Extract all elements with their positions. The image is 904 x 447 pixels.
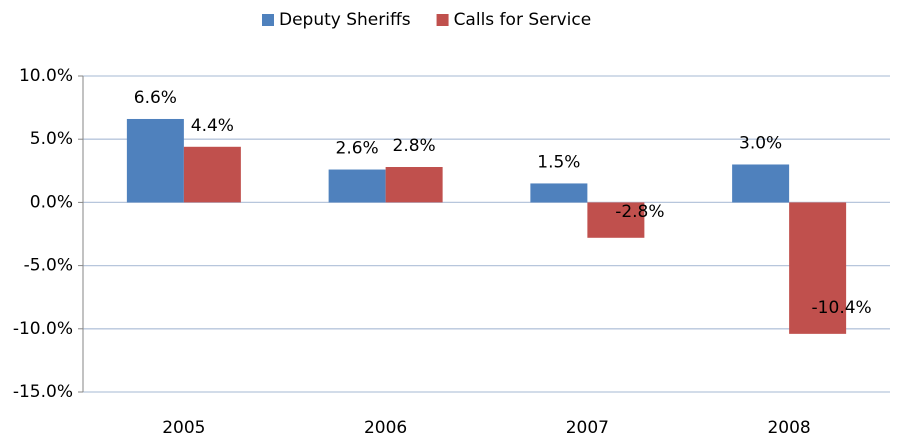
legend-label: Calls for Service: [454, 10, 592, 30]
bar: [126, 118, 184, 203]
legend-swatch: [262, 14, 274, 26]
x-tick-label: 2006: [364, 418, 407, 438]
legend-label: Deputy Sheriffs: [279, 10, 411, 30]
x-tick-label: 2007: [566, 418, 609, 438]
bar: [587, 202, 645, 238]
bar: [530, 183, 588, 203]
bar: [328, 169, 386, 203]
value-label: -10.4%: [812, 298, 872, 318]
value-label: 3.0%: [739, 133, 782, 153]
x-tick-label: 2008: [767, 418, 810, 438]
y-tick-label: 0.0%: [30, 192, 73, 212]
bar: [183, 146, 241, 203]
value-label: 4.4%: [191, 116, 234, 136]
value-label: 1.5%: [537, 152, 580, 172]
value-label: 6.6%: [134, 88, 177, 108]
y-tick-label: 10.0%: [19, 66, 73, 86]
y-tick-label: -10.0%: [13, 319, 73, 339]
value-label: -2.8%: [615, 202, 664, 222]
bar: [732, 164, 790, 203]
x-tick-label: 2005: [162, 418, 205, 438]
bar: [385, 167, 443, 203]
y-tick-label: -5.0%: [24, 256, 73, 276]
y-tick-label: 5.0%: [30, 129, 73, 149]
legend-swatch: [436, 14, 449, 26]
bar: [789, 202, 847, 334]
value-label: 2.8%: [393, 136, 436, 156]
value-label: 2.6%: [336, 139, 379, 159]
y-tick-label: -15.0%: [13, 382, 73, 402]
